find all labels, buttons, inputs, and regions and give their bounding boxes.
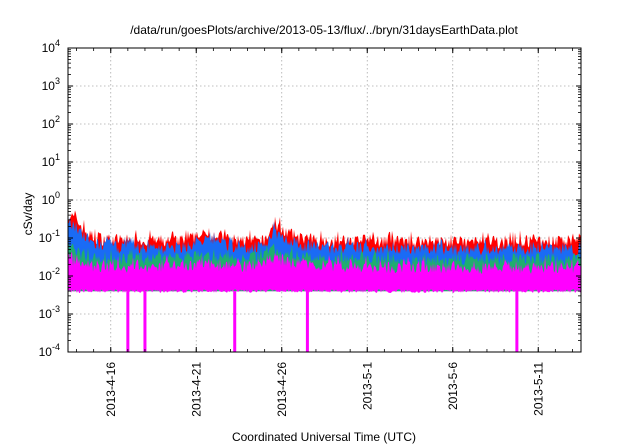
y-tick-label: 10-2 [39, 266, 60, 283]
x-tick-label: 2013-4-26 [275, 362, 289, 417]
x-tick-label: 2013-5-1 [360, 362, 374, 410]
x-tick-label: 2013-5-6 [446, 362, 460, 410]
y-tick-label: 10-3 [39, 304, 60, 321]
dropout-spike [515, 291, 519, 352]
y-tick-label: 102 [42, 114, 60, 131]
series-layer [68, 210, 581, 352]
chart-title: /data/run/goesPlots/archive/2013-05-13/f… [130, 23, 518, 37]
y-tick-label: 103 [42, 76, 60, 93]
x-tick-label: 2013-4-21 [189, 362, 203, 417]
x-axis-label: Coordinated Universal Time (UTC) [232, 430, 416, 444]
dropout-spike [233, 291, 237, 352]
x-tick-label: 2013-4-16 [104, 362, 118, 417]
y-tick-label: 100 [42, 190, 60, 207]
ticks: 10-4 10-3 10-2 10-1 100 101 102 103 104 2013-4-16… [39, 38, 581, 417]
dropout-spike [305, 291, 309, 352]
series-area [68, 251, 581, 293]
y-axis-label: cSv/day [21, 193, 35, 236]
x-tick-label: 2013-5-11 [531, 362, 545, 416]
y-tick-label: 101 [42, 152, 60, 169]
dropout-spike [143, 291, 147, 352]
dropout-spike [126, 291, 130, 352]
y-tick-label: 10-1 [39, 228, 60, 245]
y-tick-label: 10-4 [39, 342, 60, 359]
y-tick-label: 104 [42, 38, 60, 55]
